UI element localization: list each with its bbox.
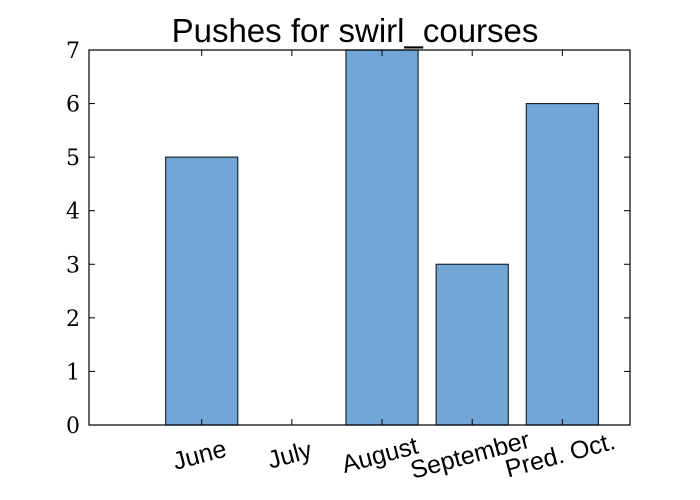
y-tick-label: 1 (66, 360, 80, 385)
y-axis: 0 1 2 3 4 5 6 7 (66, 39, 630, 439)
x-tick-label: August (339, 432, 421, 479)
y-tick-label: 5 (66, 146, 80, 171)
x-tick-label: July (265, 436, 316, 475)
bar-june (165, 156, 239, 426)
x-tick-label: June (170, 435, 230, 476)
plot-frame (88, 49, 631, 426)
y-tick-label: 3 (66, 253, 80, 278)
y-tick-label: 7 (66, 39, 80, 64)
y-tick-label: 6 (66, 93, 80, 118)
y-tick-label: 2 (66, 307, 80, 332)
bar-august (345, 49, 419, 426)
bar-september (435, 263, 509, 426)
chart-title: Pushes for swirl_courses (172, 12, 539, 49)
bars-group (165, 49, 600, 426)
y-tick-label: 0 (66, 414, 80, 439)
bar-pred-oct (525, 102, 600, 426)
y-tick-label: 4 (66, 200, 80, 225)
